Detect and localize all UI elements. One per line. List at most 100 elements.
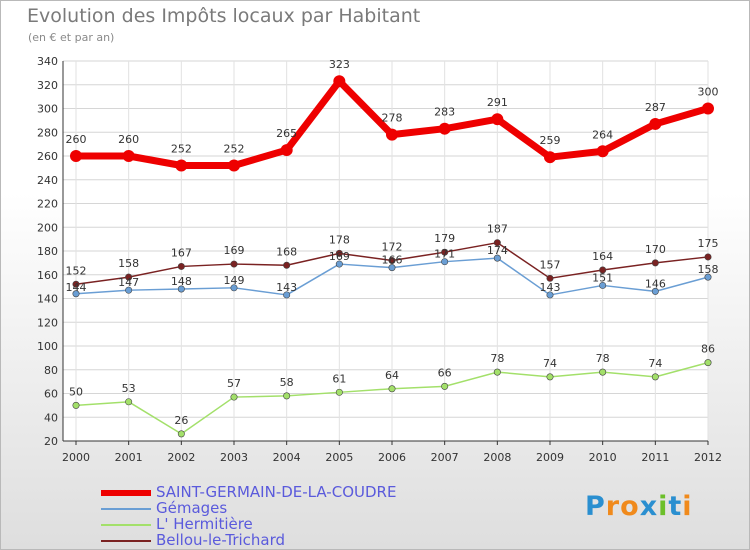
data-point (283, 392, 291, 400)
x-tick-label: 2011 (641, 451, 669, 464)
y-tick-label: 40 (44, 411, 58, 424)
data-point (704, 273, 712, 281)
data-point (333, 75, 346, 88)
data-label: 252 (171, 143, 192, 156)
data-label: 78 (596, 352, 610, 365)
y-tick-label: 320 (37, 79, 58, 92)
data-point (388, 385, 396, 393)
legend-label: SAINT-GERMAIN-DE-LA-COUDRE (156, 483, 397, 501)
logo-letter: o (620, 491, 640, 522)
data-point (544, 151, 556, 164)
data-label: 61 (332, 372, 346, 385)
data-label: 164 (592, 250, 613, 263)
data-label: 170 (645, 243, 666, 256)
data-label: 169 (224, 244, 245, 257)
legend-swatch (101, 490, 151, 496)
logo-letter: P (585, 491, 606, 522)
x-tick-label: 2003 (220, 451, 248, 464)
data-point (651, 259, 659, 267)
legend-label: Bellou-le-Trichard (156, 531, 286, 549)
data-point (230, 260, 238, 268)
x-tick-label: 2000 (62, 451, 90, 464)
data-point (704, 359, 712, 367)
data-point (125, 286, 133, 294)
data-label: 172 (382, 241, 403, 254)
chart-title: Evolution des Impôts locaux par Habitant (27, 5, 421, 27)
data-label: 58 (280, 376, 294, 389)
data-label: 78 (490, 352, 504, 365)
y-tick-label: 140 (37, 293, 58, 306)
y-tick-label: 160 (37, 269, 58, 282)
data-label: 144 (66, 281, 87, 294)
data-label: 146 (645, 277, 666, 290)
data-point (651, 373, 659, 381)
data-point (599, 281, 607, 289)
y-tick-label: 240 (37, 174, 58, 187)
data-point (72, 290, 80, 298)
data-point (441, 248, 449, 256)
data-point (493, 239, 501, 247)
data-point (649, 117, 662, 130)
data-point (491, 113, 504, 126)
data-point (546, 274, 554, 282)
data-label: 74 (543, 357, 557, 370)
chart-subtitle: (en € et par an) (28, 31, 115, 44)
data-point (599, 368, 607, 376)
data-label: 187 (487, 223, 508, 236)
data-label: 323 (329, 58, 350, 71)
data-label: 152 (66, 264, 87, 277)
y-tick-label: 80 (44, 364, 58, 377)
data-label: 26 (174, 414, 188, 427)
data-point (386, 128, 398, 141)
y-tick-label: 280 (37, 126, 58, 139)
data-label: 291 (487, 96, 508, 109)
y-tick-label: 200 (37, 221, 58, 234)
x-tick-label: 2009 (536, 451, 564, 464)
data-label: 287 (645, 101, 666, 114)
x-tick-label: 2010 (589, 451, 617, 464)
x-tick-label: 2001 (115, 451, 143, 464)
y-tick-label: 340 (37, 55, 58, 68)
y-tick-label: 300 (37, 103, 58, 116)
y-tick-label: 180 (37, 245, 58, 258)
data-point (122, 150, 135, 162)
x-tick-label: 2006 (378, 451, 406, 464)
data-label: 53 (122, 382, 136, 395)
x-tick-label: 2012 (694, 451, 722, 464)
data-label: 147 (118, 276, 139, 289)
data-point (125, 398, 133, 406)
data-label: 175 (698, 237, 719, 250)
data-point (441, 382, 449, 390)
data-label: 260 (66, 133, 87, 146)
x-tick-label: 2005 (325, 451, 353, 464)
y-tick-label: 220 (37, 198, 58, 211)
data-label: 168 (276, 245, 297, 258)
data-label: 264 (592, 128, 613, 141)
data-label: 283 (434, 106, 455, 119)
data-label: 300 (698, 86, 719, 99)
data-label: 64 (385, 369, 399, 382)
y-tick-label: 100 (37, 340, 58, 353)
data-point (177, 285, 185, 293)
proxiti-logo: Proxiti (585, 491, 693, 522)
data-point (702, 102, 714, 115)
legend-swatch (101, 508, 151, 510)
logo-letter: i (658, 491, 669, 522)
data-point (125, 273, 133, 281)
x-tick-label: 2008 (483, 451, 511, 464)
logo-letter: x (639, 491, 659, 522)
data-point (704, 253, 712, 261)
data-point (280, 144, 293, 157)
data-point (175, 159, 188, 172)
x-tick-label: 2004 (273, 451, 301, 464)
data-point (493, 254, 501, 262)
data-point (228, 159, 240, 172)
data-point (599, 266, 607, 274)
data-label: 169 (329, 250, 350, 263)
data-point (230, 393, 238, 401)
data-point (283, 291, 291, 299)
data-label: 167 (171, 246, 192, 259)
logo-letter: r (605, 491, 621, 522)
data-point (651, 287, 659, 295)
